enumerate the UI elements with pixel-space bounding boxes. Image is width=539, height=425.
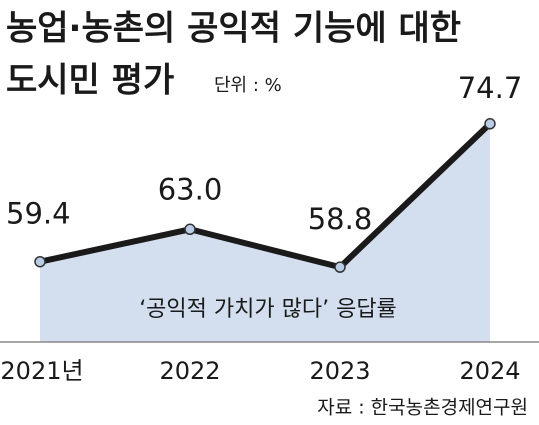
line: [39, 121, 493, 271]
annotation: ‘공익적 가치가 많다’ 응답률: [139, 297, 397, 322]
x-tick-label: 2024: [459, 357, 520, 385]
chart-title: 농업·농촌의 공익적 기능에 대한: [6, 9, 461, 49]
x-tick-label: 2023: [309, 357, 370, 385]
value-label: 63.0: [158, 172, 223, 206]
x-tick-label: 2021년: [0, 357, 83, 385]
point: [34, 255, 46, 268]
x-tick-label: 2022: [159, 357, 220, 385]
source: 자료 : 한국농촌경제연구원: [317, 397, 528, 419]
point: [184, 223, 196, 236]
chart-title: 도시민 평가: [6, 61, 174, 101]
unit-label: 단위 : %: [214, 75, 282, 96]
point: [484, 118, 496, 130]
area: [40, 123, 490, 342]
value-label: 74.7: [458, 71, 523, 105]
value-label: 58.8: [308, 202, 373, 236]
point: [334, 261, 346, 273]
value-label: 59.4: [6, 197, 71, 231]
